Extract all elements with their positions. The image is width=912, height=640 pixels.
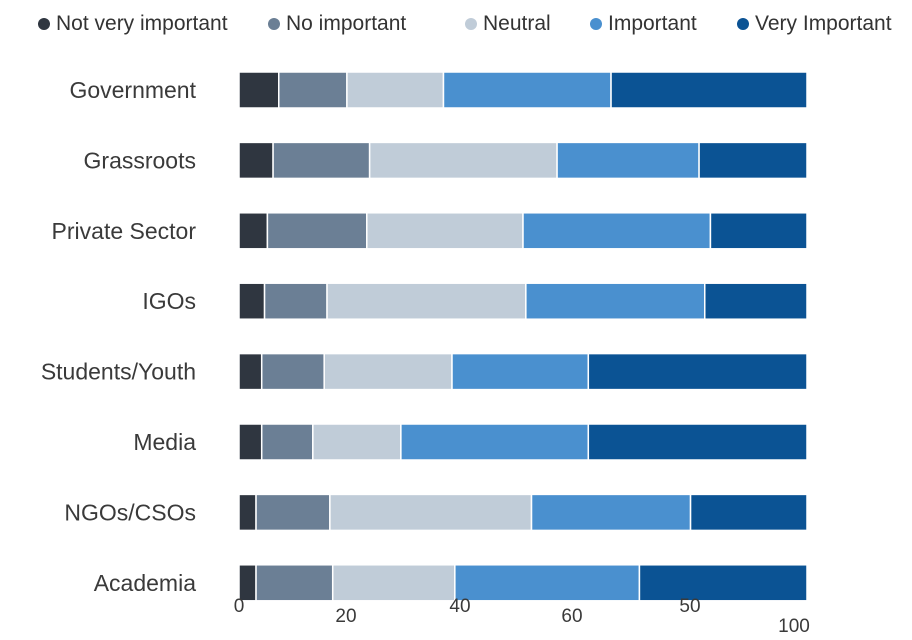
bar-segment (266, 212, 368, 250)
legend-marker (465, 18, 477, 30)
bar-segment (522, 212, 712, 250)
category-label: IGOs (142, 288, 196, 314)
bar-segment (530, 493, 692, 532)
bar-segment (709, 212, 808, 250)
bar-segment (329, 493, 533, 532)
category-label: Grassroots (84, 147, 196, 173)
bar-segment (689, 493, 808, 532)
bar-segment (400, 423, 590, 461)
bar-segment (255, 493, 331, 532)
x-tick-label: 20 (335, 606, 356, 627)
bar-segment (368, 141, 558, 180)
category-label: Academia (94, 570, 196, 596)
bar-segment (454, 564, 641, 602)
category-label: Government (69, 77, 196, 103)
bar-segment (331, 564, 456, 602)
category-label: Students/Youth (41, 359, 196, 385)
bar-segment (556, 141, 700, 180)
bar-segment (238, 71, 280, 109)
bar-segment (587, 352, 808, 391)
bar-segment (263, 282, 328, 320)
legend-marker (38, 18, 50, 30)
legend-item: Neutral (465, 12, 551, 36)
category-label: Media (133, 429, 196, 455)
legend-marker (268, 18, 280, 30)
legend-marker (737, 18, 749, 30)
bar-segment (698, 141, 808, 180)
bar-segment (238, 493, 257, 532)
bar-segment (238, 141, 274, 180)
bar-segment (442, 71, 612, 109)
bar-segment (238, 212, 269, 250)
x-tick-label: 0 (234, 596, 245, 617)
x-tick-label: 50 (679, 596, 700, 617)
bar-segment (638, 564, 808, 602)
bar-segment (610, 71, 808, 109)
legend-label: Not very important (56, 12, 228, 35)
legend-label: Important (608, 12, 697, 35)
bar-segment (260, 423, 314, 461)
category-label: Private Sector (52, 218, 197, 244)
legend-item: Not very important (38, 12, 228, 36)
bar-segment (255, 564, 334, 602)
legend-item: Important (590, 12, 697, 36)
bar-segment (272, 141, 371, 180)
bar-segment (323, 352, 453, 391)
legend: Not very important No important Neutral Imp… (0, 12, 912, 42)
bar-segment (312, 423, 402, 461)
bar-segment (326, 282, 527, 320)
bar-segment (238, 282, 266, 320)
legend-label: Neutral (483, 12, 551, 35)
category-label: NGOs/CSOs (64, 499, 196, 525)
legend-item: No important (268, 12, 406, 36)
bar-segment (451, 352, 590, 391)
legend-label: Very Important (755, 12, 892, 35)
legend-item: Very Important (737, 12, 892, 36)
bar-segment (704, 282, 808, 320)
bar-segment (238, 423, 263, 461)
bar-segment (587, 423, 808, 461)
bar-segment (366, 212, 524, 250)
bar-segment (238, 352, 263, 391)
bar-segment (346, 71, 445, 109)
x-tick-label: 40 (449, 596, 470, 617)
bar-segment (278, 71, 348, 109)
legend-marker (590, 18, 602, 30)
bar-segment (260, 352, 325, 391)
x-tick-label: 100 (778, 616, 810, 637)
x-tick-label: 60 (561, 606, 582, 627)
bar-segment (525, 282, 706, 320)
legend-label: No important (286, 12, 407, 35)
